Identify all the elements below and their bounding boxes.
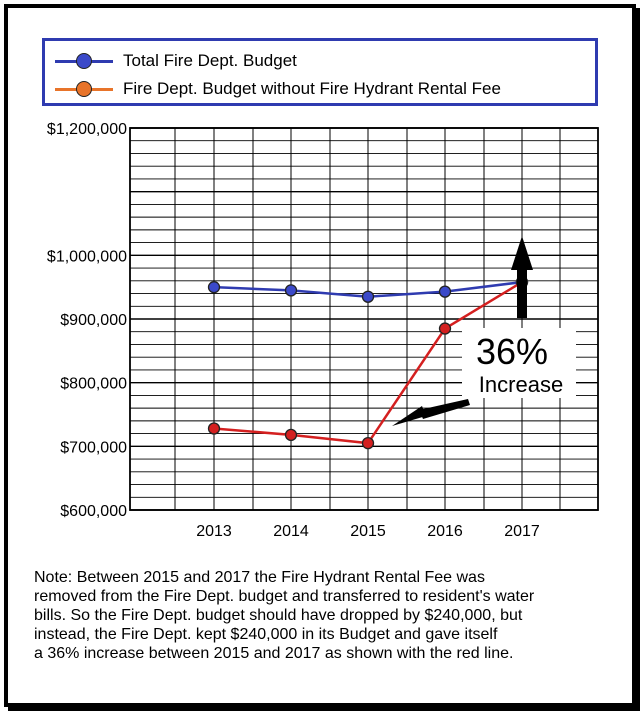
x-tick-label: 2016 (427, 523, 463, 540)
x-tick-label: 2013 (196, 523, 232, 540)
data-point (361, 290, 375, 303)
y-tick-label: $1,000,000 (47, 248, 127, 265)
data-point (438, 322, 452, 335)
line-chart: $600,000 $700,000 $800,000 $900,000 $1,000,0… (47, 121, 599, 540)
arrow-up-icon (511, 236, 533, 270)
arrow-up-shaft (517, 268, 527, 318)
legend-swatch-without-fee (55, 77, 113, 101)
note-line: Note: Between 2015 and 2017 the Fire Hyd… (34, 569, 485, 586)
legend-item-total: Total Fire Dept. Budget (55, 49, 297, 73)
data-point (438, 285, 452, 298)
x-tick-label: 2014 (273, 523, 309, 540)
note-line: removed from the Fire Dept. budget and t… (34, 588, 535, 605)
y-tick-label: $1,200,000 (47, 121, 127, 138)
legend-swatch-total (55, 49, 113, 73)
y-axis-ticks: $600,000 $700,000 $800,000 $900,000 $1,000,0… (47, 121, 127, 520)
annotation-box (462, 328, 576, 398)
data-point (284, 428, 298, 442)
annotation-word: Increase (479, 372, 563, 397)
note-line: instead, the Fire Dept. kept $240,000 in… (34, 626, 498, 643)
chart-series (207, 275, 529, 450)
data-point (207, 281, 221, 294)
chart-grid (129, 127, 599, 511)
legend-item-without-fee: Fire Dept. Budget without Fire Hydrant R… (55, 77, 501, 101)
arrow-diagonal-icon (392, 406, 426, 426)
y-tick-label: $700,000 (60, 439, 127, 456)
plot-border (129, 127, 599, 511)
y-tick-label: $600,000 (60, 503, 127, 520)
legend-label-total: Total Fire Dept. Budget (123, 51, 297, 70)
chart-annotation: 36%Increase (392, 236, 576, 426)
x-tick-label: 2015 (350, 523, 386, 540)
note-text: Note: Between 2015 and 2017 the Fire Hyd… (34, 568, 614, 663)
note-line: bills. So the Fire Dept. budget should h… (34, 607, 523, 624)
x-tick-label: 2017 (504, 523, 540, 540)
arrow-diagonal-shaft (419, 399, 470, 419)
data-point (207, 422, 221, 435)
data-point (361, 436, 375, 450)
note-line: a 36% increase between 2015 and 2017 as … (34, 645, 514, 662)
legend: Total Fire Dept. Budget Fire Dept. Budge… (42, 38, 598, 106)
y-tick-label: $900,000 (60, 312, 127, 329)
data-point (284, 284, 298, 297)
y-tick-label: $800,000 (60, 376, 127, 393)
annotation-percent: 36% (476, 331, 548, 372)
x-axis-ticks: 2013 2014 2015 2016 2017 (196, 523, 540, 540)
legend-label-without-fee: Fire Dept. Budget without Fire Hydrant R… (123, 79, 501, 98)
